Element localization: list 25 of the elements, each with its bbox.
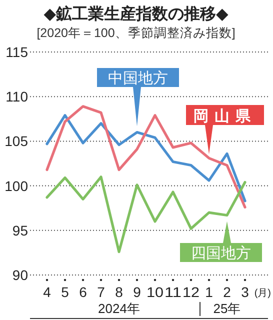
x-tick-label: 10 bbox=[146, 284, 164, 300]
chart-subtitle: [2020年＝100、季節調整済み指数] bbox=[36, 25, 236, 40]
y-tick-label: 105 bbox=[4, 133, 28, 150]
y-tick-label: 115 bbox=[6, 44, 28, 60]
x-tick-label: 7 bbox=[97, 284, 106, 300]
x-tick-label: 8 bbox=[115, 284, 124, 300]
text: 2024年 bbox=[98, 301, 140, 316]
x-tick-label: 5 bbox=[61, 284, 70, 300]
series-label: 岡山県 bbox=[194, 108, 256, 125]
x-tick-label: 11 bbox=[164, 284, 182, 300]
x-tick-label: 2 bbox=[223, 284, 232, 300]
legend-label: 四国地方 bbox=[191, 245, 251, 262]
x-tick-label: 12 bbox=[182, 284, 200, 300]
x-tick-label: 9 bbox=[133, 284, 142, 300]
y-tick-label: 100 bbox=[4, 178, 28, 194]
x-tick-label: 6 bbox=[79, 284, 88, 300]
y-tick-label: 110 bbox=[6, 88, 28, 105]
y-tick-label: 90 bbox=[12, 267, 28, 283]
text: 25年 bbox=[213, 301, 241, 316]
x-tick-label: 4 bbox=[43, 284, 52, 300]
y-tick-label: 95 bbox=[12, 222, 28, 238]
chart-title: ◆鉱工業生産指数の推移◆ bbox=[44, 4, 229, 23]
x-tick-label: 3 bbox=[241, 284, 250, 300]
x-tick-label: 1 bbox=[205, 284, 214, 300]
x-axis-title: (月) bbox=[254, 288, 271, 299]
